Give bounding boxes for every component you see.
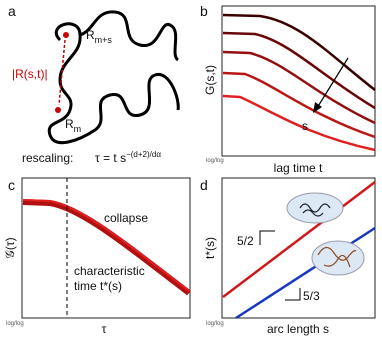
scale-note: log/log (206, 321, 224, 327)
scale-note: log/log (206, 158, 224, 164)
y-label: t*(s) (203, 237, 217, 259)
slope-marker (285, 288, 301, 301)
axes (221, 5, 376, 157)
distance-arrow (58, 39, 66, 106)
axes (221, 177, 376, 319)
curve (222, 94, 376, 152)
collapsed-curve (22, 199, 190, 292)
slope-marker (259, 230, 275, 245)
slope-label: 5/2 (237, 234, 254, 248)
panel-label: c (8, 177, 15, 193)
distance-label: |R(s,t)| (12, 67, 48, 81)
curve (222, 13, 376, 91)
bottom-label: Rm (65, 117, 81, 134)
icon-chain (317, 246, 357, 268)
y-label: G(s,t) (203, 65, 217, 95)
rescaling: rescaling: τ = t s−(d+2)/dα (22, 150, 161, 165)
top-label: Rm+s (86, 28, 112, 45)
characteristic: characteristic (74, 264, 145, 278)
panel-label: b (200, 3, 208, 19)
panel-label: d (200, 177, 208, 193)
scale-note: log/log (6, 321, 24, 327)
x-label: τ (102, 322, 107, 336)
x-label: arc length s (267, 322, 329, 336)
line-upper (222, 181, 376, 298)
panel-label: a (8, 3, 16, 19)
curve (222, 31, 376, 110)
arrow-label: s (302, 119, 308, 133)
curve (222, 71, 376, 139)
icon-chain (299, 203, 331, 217)
polymer (47, 10, 180, 145)
curve (222, 50, 376, 125)
monomer (55, 107, 61, 113)
arrow (316, 57, 349, 109)
y-label: 𝒢(τ) (3, 237, 17, 258)
line-lower (235, 226, 376, 320)
annotation: collapse (104, 211, 148, 225)
collapsed-curve (22, 199, 191, 296)
slope-label: 5/3 (303, 289, 320, 303)
characteristic: time t*(s) (74, 279, 122, 293)
x-label: lag time t (274, 161, 323, 175)
arrow-head (313, 102, 322, 113)
monomer (63, 32, 69, 38)
axes (21, 177, 191, 319)
icon (286, 192, 344, 224)
